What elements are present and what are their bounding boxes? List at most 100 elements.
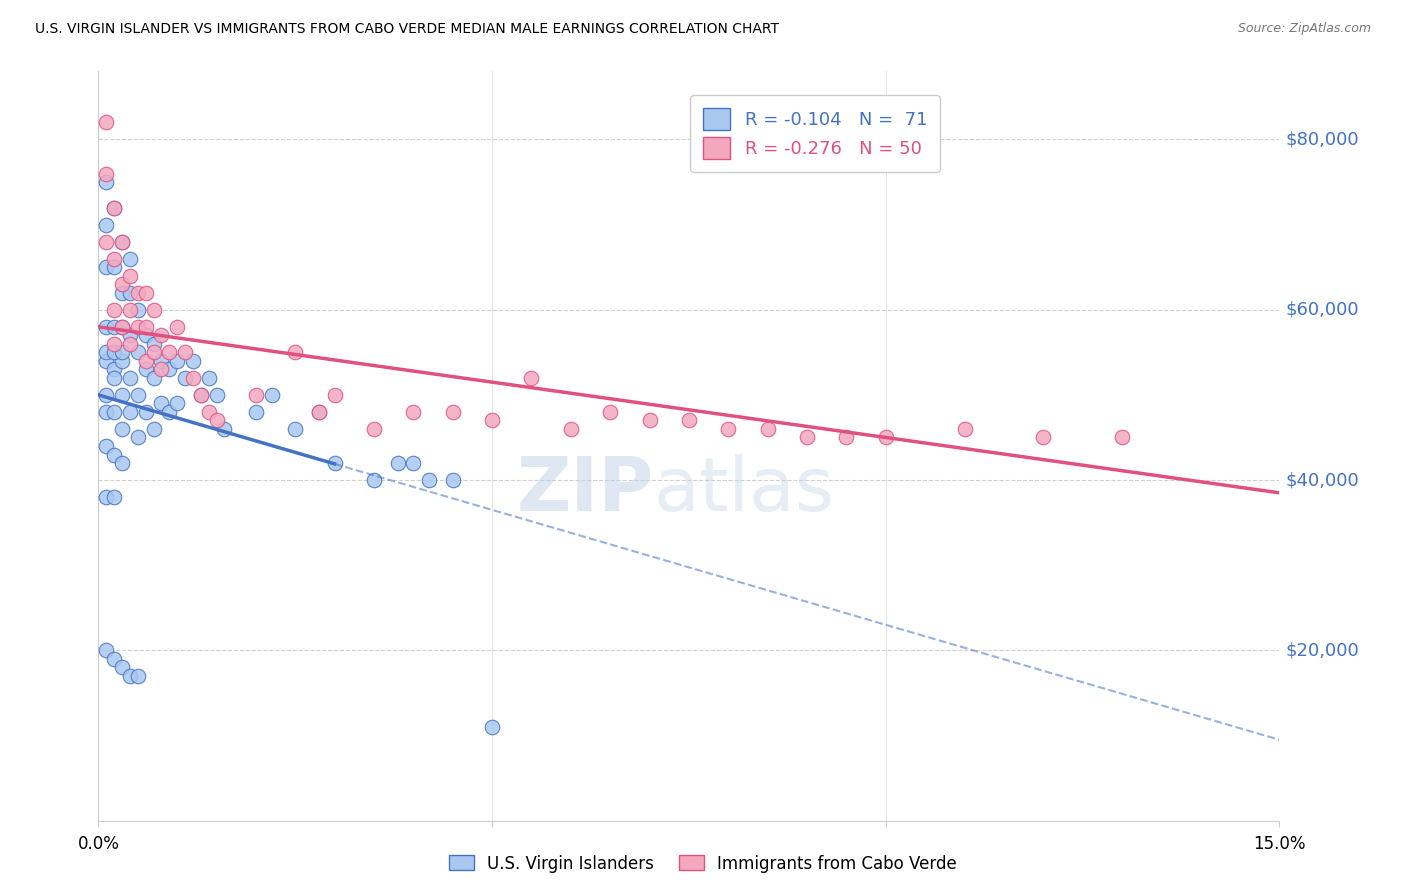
Point — [387, 456, 409, 470]
Point — [96, 345, 118, 359]
Point — [103, 405, 125, 419]
Point — [96, 260, 118, 275]
Legend: U.S. Virgin Islanders, Immigrants from Cabo Verde: U.S. Virgin Islanders, Immigrants from C… — [443, 848, 963, 880]
Point — [96, 167, 118, 181]
Point — [796, 430, 818, 444]
Point — [197, 371, 219, 385]
Point — [190, 388, 212, 402]
Point — [363, 422, 385, 436]
Point — [245, 388, 267, 402]
Point — [190, 388, 212, 402]
Point — [111, 235, 134, 249]
Point — [96, 235, 118, 249]
Text: $60,000: $60,000 — [1285, 301, 1360, 318]
Point — [560, 422, 582, 436]
Point — [96, 319, 118, 334]
Point — [103, 490, 125, 504]
Point — [118, 302, 141, 317]
Point — [284, 422, 307, 436]
Point — [150, 354, 173, 368]
Point — [323, 456, 346, 470]
Point — [111, 319, 134, 334]
Point — [166, 354, 188, 368]
Point — [103, 201, 125, 215]
Point — [953, 422, 976, 436]
Point — [111, 388, 134, 402]
Point — [111, 277, 134, 292]
Point — [103, 252, 125, 266]
Point — [174, 371, 197, 385]
Point — [103, 319, 125, 334]
Point — [118, 405, 141, 419]
Point — [127, 669, 149, 683]
Point — [96, 175, 118, 189]
Point — [96, 643, 118, 657]
Point — [118, 371, 141, 385]
Point — [103, 201, 125, 215]
Point — [142, 302, 165, 317]
Point — [308, 405, 330, 419]
Point — [150, 362, 173, 376]
Point — [111, 285, 134, 300]
Point — [135, 285, 157, 300]
Point — [103, 336, 125, 351]
Point — [402, 456, 425, 470]
Point — [118, 336, 141, 351]
Point — [103, 652, 125, 666]
Point — [441, 473, 464, 487]
Point — [142, 345, 165, 359]
Point — [638, 413, 661, 427]
Text: U.S. VIRGIN ISLANDER VS IMMIGRANTS FROM CABO VERDE MEDIAN MALE EARNINGS CORRELAT: U.S. VIRGIN ISLANDER VS IMMIGRANTS FROM … — [35, 22, 779, 37]
Point — [717, 422, 740, 436]
Point — [111, 235, 134, 249]
Point — [127, 285, 149, 300]
Point — [127, 345, 149, 359]
Point — [127, 388, 149, 402]
Point — [96, 405, 118, 419]
Point — [174, 345, 197, 359]
Point — [284, 345, 307, 359]
Point — [111, 354, 134, 368]
Point — [402, 405, 425, 419]
Point — [111, 422, 134, 436]
Text: $20,000: $20,000 — [1285, 641, 1360, 659]
Legend: R = -0.104   N =  71, R = -0.276   N = 50: R = -0.104 N = 71, R = -0.276 N = 50 — [690, 95, 939, 172]
Point — [157, 405, 180, 419]
Point — [308, 405, 330, 419]
Point — [135, 319, 157, 334]
Point — [127, 430, 149, 444]
Point — [1032, 430, 1054, 444]
Point — [166, 396, 188, 410]
Point — [118, 252, 141, 266]
Point — [520, 371, 543, 385]
Point — [260, 388, 283, 402]
Point — [599, 405, 621, 419]
Point — [103, 448, 125, 462]
Point — [205, 413, 228, 427]
Point — [96, 218, 118, 232]
Point — [96, 490, 118, 504]
Point — [1111, 430, 1133, 444]
Point — [835, 430, 858, 444]
Point — [363, 473, 385, 487]
Point — [135, 405, 157, 419]
Point — [756, 422, 779, 436]
Point — [481, 720, 503, 734]
Point — [96, 388, 118, 402]
Text: $80,000: $80,000 — [1285, 130, 1360, 148]
Point — [111, 345, 134, 359]
Point — [127, 319, 149, 334]
Point — [111, 660, 134, 674]
Point — [103, 345, 125, 359]
Point — [135, 328, 157, 343]
Point — [150, 396, 173, 410]
Point — [197, 405, 219, 419]
Point — [142, 422, 165, 436]
Text: Source: ZipAtlas.com: Source: ZipAtlas.com — [1237, 22, 1371, 36]
Text: atlas: atlas — [654, 454, 835, 527]
Point — [96, 354, 118, 368]
Point — [135, 354, 157, 368]
Point — [118, 669, 141, 683]
Point — [103, 260, 125, 275]
Point — [118, 285, 141, 300]
